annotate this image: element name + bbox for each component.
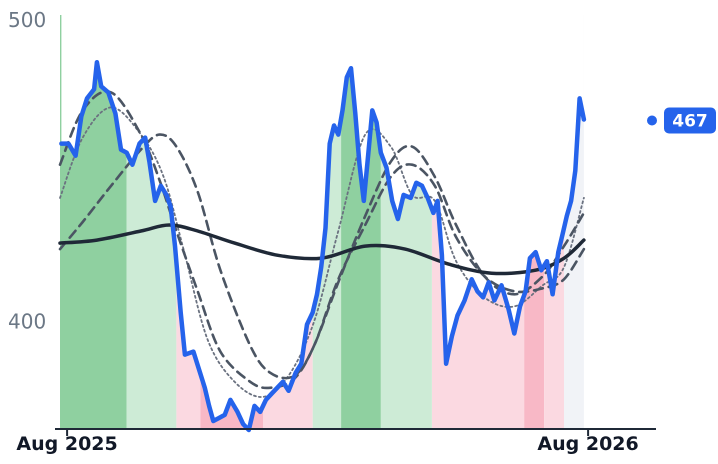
chart-lines xyxy=(58,59,587,433)
last-value-badge: 467 xyxy=(647,107,716,134)
last-value-badge-box xyxy=(664,107,716,134)
fast-line-0 xyxy=(59,106,585,398)
y-tick-label-500: 500 xyxy=(8,8,46,32)
axis-ticks: 400 500 Aug 2025 Aug 2026 xyxy=(8,8,639,455)
last-value-label: 467 xyxy=(672,112,708,132)
regime-bands xyxy=(60,14,584,430)
last-value-dot xyxy=(647,115,657,126)
price-line-4 xyxy=(59,59,587,433)
y-tick-label-400: 400 xyxy=(8,310,46,334)
x-tick-label-0: Aug 2025 xyxy=(16,433,117,455)
x-tick-label-1: Aug 2026 xyxy=(537,433,638,455)
